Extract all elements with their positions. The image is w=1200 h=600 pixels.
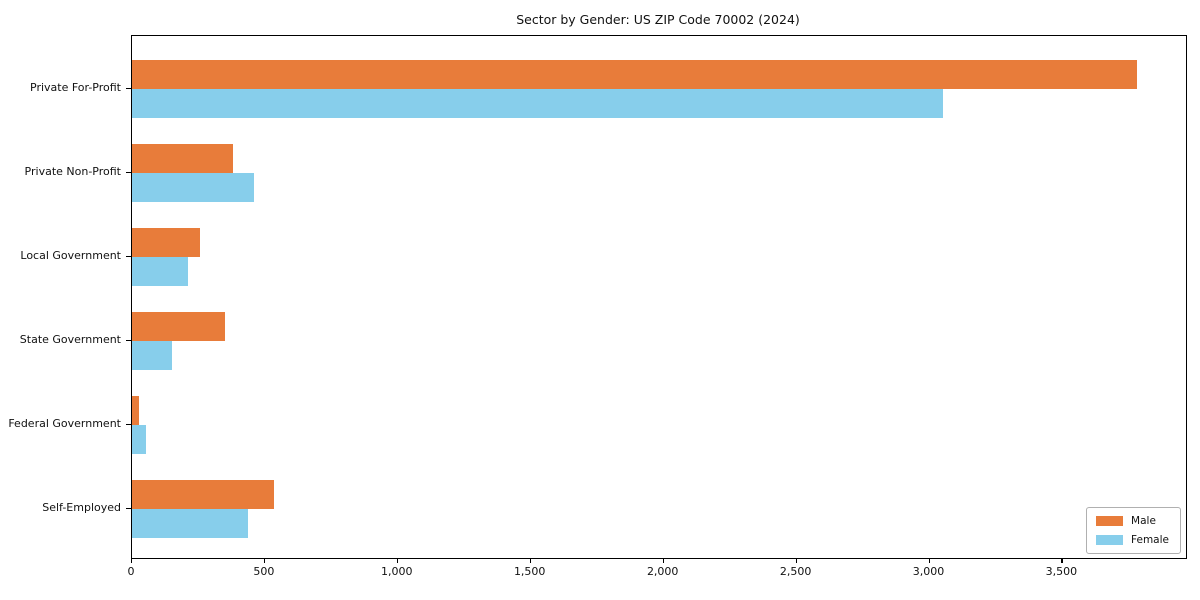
bar-female-private-for-profit [132,89,943,118]
x-tick-mark [928,558,930,563]
x-tick-mark [662,558,664,563]
legend-label-female: Female [1131,534,1169,546]
bar-male-self-employed [132,480,275,509]
y-tick-mark [126,508,131,510]
x-tick-label-2500: 2,500 [779,565,812,578]
y-tick-mark [126,340,131,342]
legend: Male Female [1086,507,1181,554]
x-tick-label-3500: 3,500 [1045,565,1078,578]
male-series-swatch-icon [1096,516,1124,526]
legend-item-female: Female [1096,534,1169,546]
x-tick-mark [263,558,266,563]
y-tick-mark [126,424,131,426]
x-tick-mark [529,558,531,563]
y-axis-label-private-for-profit: Private For-Profit [30,81,121,94]
chart-title: Sector by Gender: US ZIP Code 70002 (202… [516,12,800,27]
y-axis-label-self-employed: Self-Employed [42,501,121,514]
x-tick-label-0: 0 [127,565,135,578]
bar-female-self-employed [132,509,248,538]
x-tick-label-1000: 1,000 [381,565,413,578]
female-series-swatch-icon [1096,535,1124,545]
x-tick-label-3000: 3,000 [912,565,945,578]
y-tick-mark [126,172,131,174]
x-tick-mark [1061,558,1063,563]
y-axis-label-private-non-profit: Private Non-Profit [24,165,121,178]
y-axis-label-local-government: Local Government [20,249,121,262]
x-tick-label-2000: 2,000 [646,565,679,578]
x-tick-mark [795,558,797,563]
bar-female-private-non-profit [132,173,255,202]
x-tick-label-500: 500 [253,565,275,578]
x-tick-label-1500: 1,500 [513,565,546,578]
bar-female-local-government [132,257,189,286]
bar-female-federal-government [132,425,146,454]
x-tick-mark [396,558,398,563]
legend-label-male: Male [1131,515,1156,527]
plot-area: Male Female [131,35,1187,559]
y-tick-mark [126,256,131,258]
y-axis-label-federal-government: Federal Government [8,417,121,430]
y-tick-mark [126,88,131,90]
bar-male-federal-government [132,396,139,425]
y-axis-label-state-government: State Government [19,333,121,346]
bar-male-state-government [132,312,225,341]
bar-female-state-government [132,341,172,370]
bar-male-private-for-profit [132,60,1137,89]
bar-male-local-government [132,228,200,257]
legend-item-male: Male [1096,515,1169,527]
x-tick-mark [131,558,133,563]
bar-male-private-non-profit [132,144,233,173]
